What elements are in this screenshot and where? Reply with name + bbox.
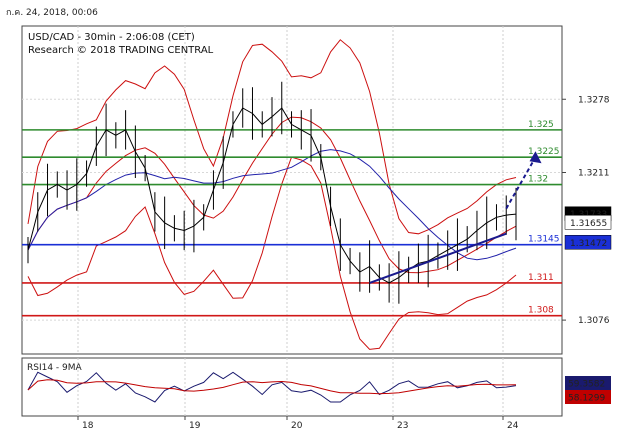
price-tag-bg <box>564 215 612 230</box>
projection-arrow <box>505 156 537 210</box>
price-tag-label: 1.31655 <box>570 219 607 229</box>
x-tick-label: 19 <box>189 421 201 431</box>
y-tick-label: 1.3278 <box>578 95 610 105</box>
rsi-tag-bg <box>565 390 611 404</box>
rsi-tag: 59.3582 <box>565 376 611 390</box>
rsi-line <box>27 371 517 403</box>
price-tag-label: 1.31472 <box>570 239 607 249</box>
band-lower <box>27 156 517 350</box>
level-label: 1.3145 <box>528 235 560 245</box>
price-panel <box>21 25 563 355</box>
rsi-title: RSI14 - 9MA <box>27 363 83 373</box>
level-label: 1.325 <box>528 120 554 130</box>
rsi-tag-bg <box>565 376 611 390</box>
rsi-lines <box>27 371 517 403</box>
x-tick-label: 24 <box>507 421 519 431</box>
rsi-ma-line <box>27 379 517 395</box>
chart-title: USD/CAD - 30min - 2:06:08 (CET) <box>28 32 195 43</box>
rsi-panel <box>21 357 563 417</box>
level-label: 1.308 <box>528 306 554 316</box>
levels: 1.325 1.3225 1.32 1.3145 1.311 1.308 <box>22 120 562 317</box>
top-bar: ก.ค. 24, 2018, 00:06 <box>0 0 618 24</box>
rsi-tag: 58.1299 <box>565 390 611 404</box>
level-label: 1.3225 <box>528 147 560 157</box>
timestamp: ก.ค. 24, 2018, 00:06 <box>6 8 98 18</box>
band-upper <box>27 39 517 235</box>
chart-subtitle: Research © 2018 TRADING CENTRAL <box>28 45 214 56</box>
bollinger-bands <box>27 39 517 350</box>
arrow-head <box>529 151 542 164</box>
price-tag: 1.31472 <box>564 235 612 250</box>
trendline <box>369 232 507 284</box>
level-label: 1.32 <box>528 175 548 185</box>
trend-lines <box>369 151 542 284</box>
axes: 1.3278 1.3211 1.3076 18 19 20 23 24 <box>77 95 610 431</box>
x-tick-label: 23 <box>397 421 408 431</box>
x-tick-label: 18 <box>82 421 94 431</box>
y-tick-label: 1.3211 <box>578 169 610 179</box>
rsi-tag-label: 58.1299 <box>568 394 605 404</box>
y-tick-label: 1.3076 <box>578 316 610 326</box>
price-tag-bg <box>564 235 612 250</box>
x-tick-label: 20 <box>291 421 303 431</box>
price-tag: 1.31655 <box>564 215 612 230</box>
level-label: 1.311 <box>528 273 554 283</box>
rsi-tag-label: 59.3582 <box>568 380 605 390</box>
moving-average <box>27 149 517 261</box>
